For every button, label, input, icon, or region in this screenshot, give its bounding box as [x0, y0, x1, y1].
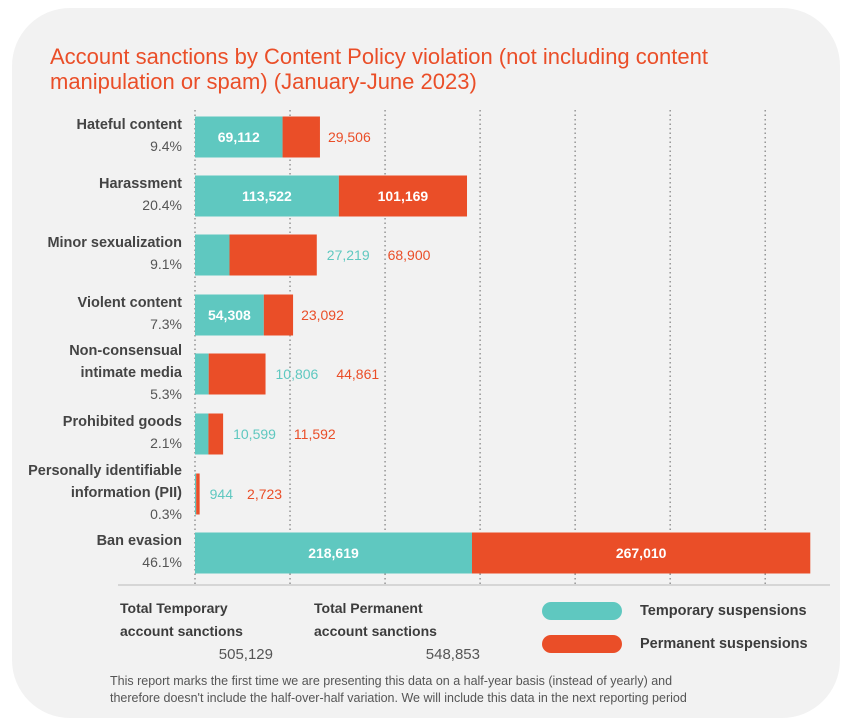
- category-percentage: 9.1%: [150, 256, 182, 272]
- category-label: Ban evasion: [97, 533, 182, 549]
- bar-permanent: [282, 116, 320, 158]
- category-percentage: 46.1%: [142, 554, 182, 570]
- bar-temporary: [195, 473, 197, 515]
- bar-temporary: [195, 175, 339, 217]
- legend-item-temporary: Temporary suspensions: [542, 602, 807, 620]
- category-percentage: 20.4%: [142, 197, 182, 213]
- data-label-permanent: 44,861: [336, 366, 379, 382]
- legend-swatch-permanent: [542, 635, 622, 653]
- total-temporary-label-2: account sanctions: [120, 623, 243, 639]
- category-label: Violent content: [78, 295, 183, 311]
- bar-permanent: [338, 175, 468, 217]
- bar-temporary: [195, 234, 230, 276]
- data-label-temporary: 113,522: [242, 188, 292, 204]
- bar-permanent: [208, 353, 266, 395]
- data-label-permanent: 23,092: [301, 307, 344, 323]
- data-label-temporary: 10,806: [276, 366, 319, 382]
- data-label-permanent: 29,506: [328, 129, 371, 145]
- data-label-permanent: 2,723: [247, 486, 282, 502]
- data-label-permanent: 11,592: [294, 426, 336, 442]
- legend-swatch-temporary: [542, 602, 622, 620]
- total-temporary-label-1: Total Temporary: [120, 600, 228, 616]
- bar-temporary: [195, 532, 472, 574]
- total-temporary: Total Temporary account sanctions 505,12…: [120, 597, 273, 666]
- total-permanent-label-1: Total Permanent: [314, 600, 423, 616]
- data-label-temporary: 27,219: [327, 247, 370, 263]
- bar-chart: Hateful content 9.4% 69,112 29,506 Harassmen…: [28, 110, 830, 586]
- data-label-permanent: 68,900: [388, 247, 431, 263]
- category-label: Minor sexualization: [47, 235, 182, 251]
- category-label: Non-consensual: [69, 343, 182, 359]
- bar-temporary: [195, 294, 264, 336]
- bar-permanent: [208, 413, 224, 455]
- category-percentage: 0.3%: [150, 506, 182, 522]
- total-permanent: Total Permanent account sanctions 548,85…: [314, 597, 480, 666]
- data-label-temporary: 69,112: [218, 129, 260, 145]
- chart-card: [12, 8, 840, 718]
- bar-temporary: [195, 116, 283, 158]
- category-percentage: 7.3%: [150, 316, 182, 332]
- footnote: This report marks the first time we are …: [110, 673, 790, 707]
- data-label-permanent: 267,010: [616, 545, 667, 561]
- legend-label-temporary: Temporary suspensions: [640, 603, 807, 619]
- footnote-line-2: therefore doesn't include the half-over-…: [110, 691, 687, 705]
- data-label-temporary: 218,619: [308, 545, 359, 561]
- category-label: Personally identifiable: [28, 463, 182, 479]
- total-permanent-label-2: account sanctions: [314, 623, 437, 639]
- bar-permanent: [196, 473, 200, 515]
- total-permanent-value: 548,853: [425, 646, 480, 663]
- footnote-line-1: This report marks the first time we are …: [110, 674, 673, 688]
- category-percentage: 9.4%: [150, 138, 182, 154]
- bar-permanent: [471, 532, 811, 574]
- category-label: Harassment: [99, 176, 182, 192]
- legend-item-permanent: Permanent suspensions: [542, 635, 808, 653]
- data-label-temporary: 54,308: [208, 307, 251, 323]
- bar-permanent: [229, 234, 317, 276]
- category-label: information (PII): [71, 485, 182, 501]
- total-temporary-value: 505,129: [218, 646, 273, 663]
- legend-label-permanent: Permanent suspensions: [640, 636, 808, 652]
- category-label: Hateful content: [76, 117, 182, 133]
- data-label-temporary: 944: [210, 486, 234, 502]
- bar-permanent: [263, 294, 294, 336]
- category-percentage: 5.3%: [150, 386, 182, 402]
- category-label: intimate media: [80, 365, 182, 381]
- data-label-permanent: 101,169: [378, 188, 429, 204]
- chart-title: Account sanctions by Content Policy viol…: [50, 44, 708, 94]
- data-label-temporary: 10,599: [233, 426, 276, 442]
- category-percentage: 2.1%: [150, 435, 182, 451]
- category-label: Prohibited goods: [63, 414, 182, 430]
- bar-temporary: [195, 413, 209, 455]
- bar-temporary: [195, 353, 209, 395]
